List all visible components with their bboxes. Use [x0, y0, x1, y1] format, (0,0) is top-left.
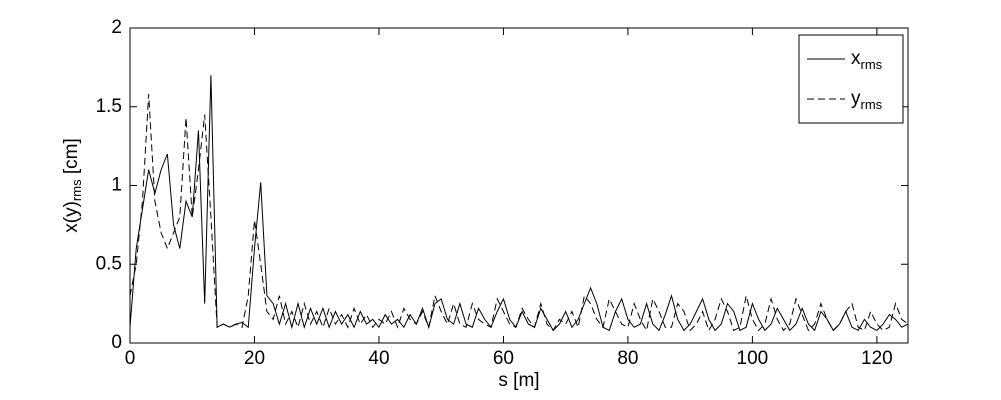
plot-frame	[129, 27, 909, 344]
y-axis-label-part: rms	[69, 179, 84, 201]
series-line	[129, 94, 909, 332]
x-axis-label: s [m]	[498, 370, 539, 391]
y-tick-label: 2	[111, 17, 122, 38]
y-tick-label: 0.5	[96, 253, 122, 274]
x-tick-label: 20	[244, 348, 265, 369]
x-tick-label: 0	[125, 348, 136, 369]
x-tick-label: 120	[861, 348, 893, 369]
legend-label: yrms	[851, 88, 883, 112]
y-tick-label: 1.5	[96, 96, 122, 117]
y-tick-label: 0	[111, 332, 122, 353]
legend-label-main: x	[851, 48, 861, 69]
x-tick-label: 80	[617, 348, 638, 369]
legend-label-main: y	[851, 88, 861, 109]
x-tick-label: 100	[737, 348, 769, 369]
legend-box	[798, 34, 904, 124]
legend-label-sub: rms	[861, 57, 883, 72]
y-axis-label-part: x(y)	[61, 201, 82, 233]
x-tick-label: 60	[493, 348, 514, 369]
y-axis-label-part: [cm]	[61, 138, 82, 179]
legend-label-sub: rms	[861, 97, 883, 112]
x-tick-label: 40	[368, 348, 389, 369]
y-axis-label: x(y)rms [cm]	[61, 138, 84, 233]
y-tick-label: 1	[111, 175, 122, 196]
legend-label: xrms	[851, 48, 883, 72]
